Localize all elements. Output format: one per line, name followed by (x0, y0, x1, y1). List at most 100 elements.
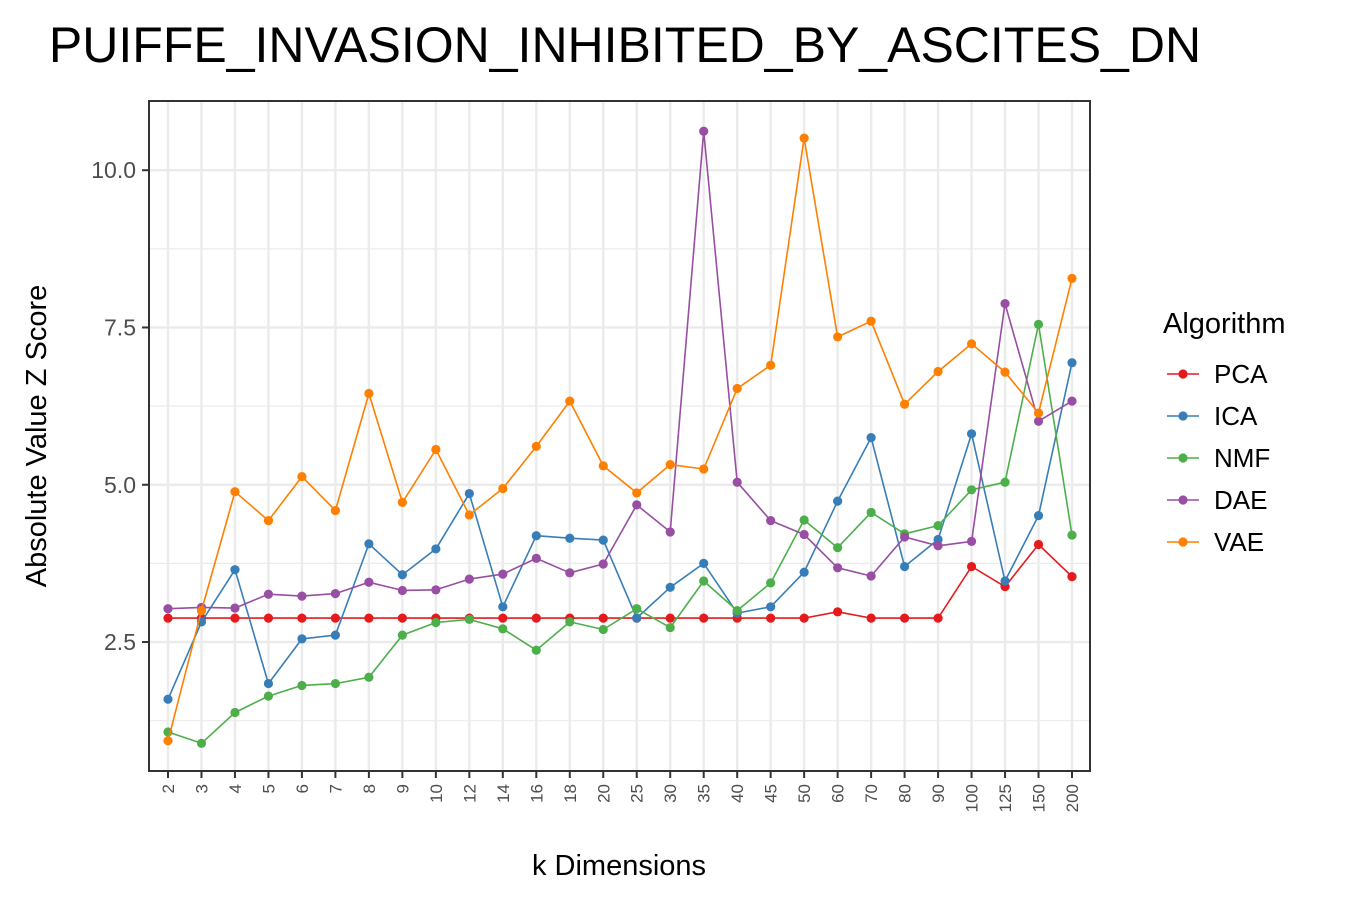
legend-label: PCA (1214, 359, 1268, 389)
series-line-nmf (167, 323, 1073, 745)
data-point-vae (866, 316, 876, 326)
data-point-vae (464, 510, 474, 520)
x-tick-label: 4 (226, 784, 245, 793)
legend-item-ica: ICA (1167, 401, 1258, 431)
series-layer (163, 126, 1077, 748)
y-tick-label: 10.0 (91, 157, 136, 183)
data-point-ica (632, 613, 642, 623)
data-point-ica (364, 539, 374, 549)
legend-item-vae: VAE (1167, 527, 1264, 557)
data-point-dae (531, 553, 541, 563)
data-point-dae (364, 577, 374, 587)
data-point-dae (732, 477, 742, 487)
x-tick-label: 14 (494, 784, 513, 803)
data-point-nmf (364, 672, 374, 682)
x-tick-label: 60 (829, 784, 848, 803)
x-tick-label: 2 (159, 784, 178, 793)
data-point-ica (799, 567, 809, 577)
y-axis: 2.5 5.0 7.5 10.0 (91, 157, 149, 655)
legend-item-dae: DAE (1167, 485, 1267, 515)
data-point-nmf (933, 521, 943, 531)
data-point-dae (565, 568, 575, 578)
chart-title: PUIFFE_INVASION_INHIBITED_BY_ASCITES_DN (49, 17, 1201, 73)
data-point-ica (263, 678, 274, 689)
data-point-dae (1000, 298, 1010, 309)
data-point-nmf (565, 617, 575, 627)
data-point-vae (297, 471, 307, 482)
y-tick-label: 2.5 (104, 629, 136, 655)
data-point-ica (833, 496, 843, 506)
data-point-pca (397, 613, 407, 623)
data-point-vae (498, 483, 508, 494)
x-tick-label: 10 (427, 784, 446, 803)
data-point-nmf (431, 617, 441, 628)
data-point-pca (833, 607, 843, 617)
x-tick-label: 18 (561, 784, 580, 803)
data-point-ica (498, 602, 508, 612)
data-point-dae (632, 500, 642, 510)
data-point-vae (699, 464, 709, 474)
x-tick-label: 5 (259, 784, 278, 793)
data-point-nmf (498, 624, 508, 634)
data-point-vae (431, 444, 441, 455)
data-point-ica (565, 533, 575, 543)
data-point-vae (531, 441, 541, 451)
data-point-pca (531, 613, 541, 623)
data-point-nmf (632, 604, 642, 614)
data-point-ica (1067, 358, 1077, 368)
y-tick-label: 7.5 (104, 314, 136, 340)
data-point-ica (598, 535, 608, 545)
data-point-ica (431, 544, 441, 554)
series-ica (163, 358, 1077, 704)
x-tick-label: 150 (1030, 784, 1049, 812)
data-point-nmf (866, 507, 876, 518)
data-point-dae (966, 536, 977, 546)
x-tick-label: 30 (661, 784, 680, 803)
x-tick-label: 125 (996, 784, 1015, 812)
data-point-nmf (464, 614, 474, 624)
data-point-dae (397, 585, 407, 596)
data-point-pca (364, 613, 374, 623)
data-point-dae (866, 571, 876, 581)
data-point-nmf (1033, 319, 1044, 329)
x-tick-label: 100 (963, 784, 982, 812)
data-point-vae (230, 487, 240, 497)
data-point-vae (665, 460, 675, 470)
data-point-ica (464, 488, 474, 499)
data-point-ica (1000, 576, 1010, 586)
data-point-nmf (230, 707, 240, 718)
data-point-dae (799, 529, 809, 540)
x-tick-label: 35 (695, 784, 714, 803)
data-point-dae (699, 126, 709, 136)
legend-label: VAE (1214, 527, 1264, 557)
data-point-pca (899, 613, 910, 623)
data-point-vae (364, 388, 374, 399)
data-point-dae (1067, 396, 1077, 406)
x-tick-label: 70 (862, 784, 881, 803)
data-point-pca (1067, 572, 1077, 582)
data-point-nmf (699, 576, 709, 586)
panel-border (148, 100, 1091, 772)
data-point-ica (665, 582, 675, 592)
data-point-vae (899, 399, 910, 409)
data-point-vae (598, 461, 608, 471)
legend-item-nmf: NMF (1167, 443, 1270, 473)
data-point-pca (297, 613, 307, 623)
x-axis-label: k Dimensions (532, 850, 706, 882)
data-point-vae (163, 736, 173, 746)
data-point-ica (699, 558, 709, 568)
x-tick-label: 45 (762, 784, 781, 803)
data-point-vae (565, 396, 575, 406)
data-point-nmf (732, 605, 742, 616)
data-point-ica (163, 694, 173, 704)
data-point-dae (833, 563, 843, 573)
data-point-pca (598, 613, 608, 623)
data-point-nmf (766, 578, 776, 588)
data-point-vae (1000, 367, 1010, 377)
data-point-dae (899, 532, 910, 542)
y-tick-label: 5.0 (104, 472, 136, 498)
data-point-vae (799, 133, 809, 143)
data-point-ica (966, 429, 977, 439)
data-point-nmf (263, 691, 274, 701)
legend-label: DAE (1214, 485, 1267, 515)
